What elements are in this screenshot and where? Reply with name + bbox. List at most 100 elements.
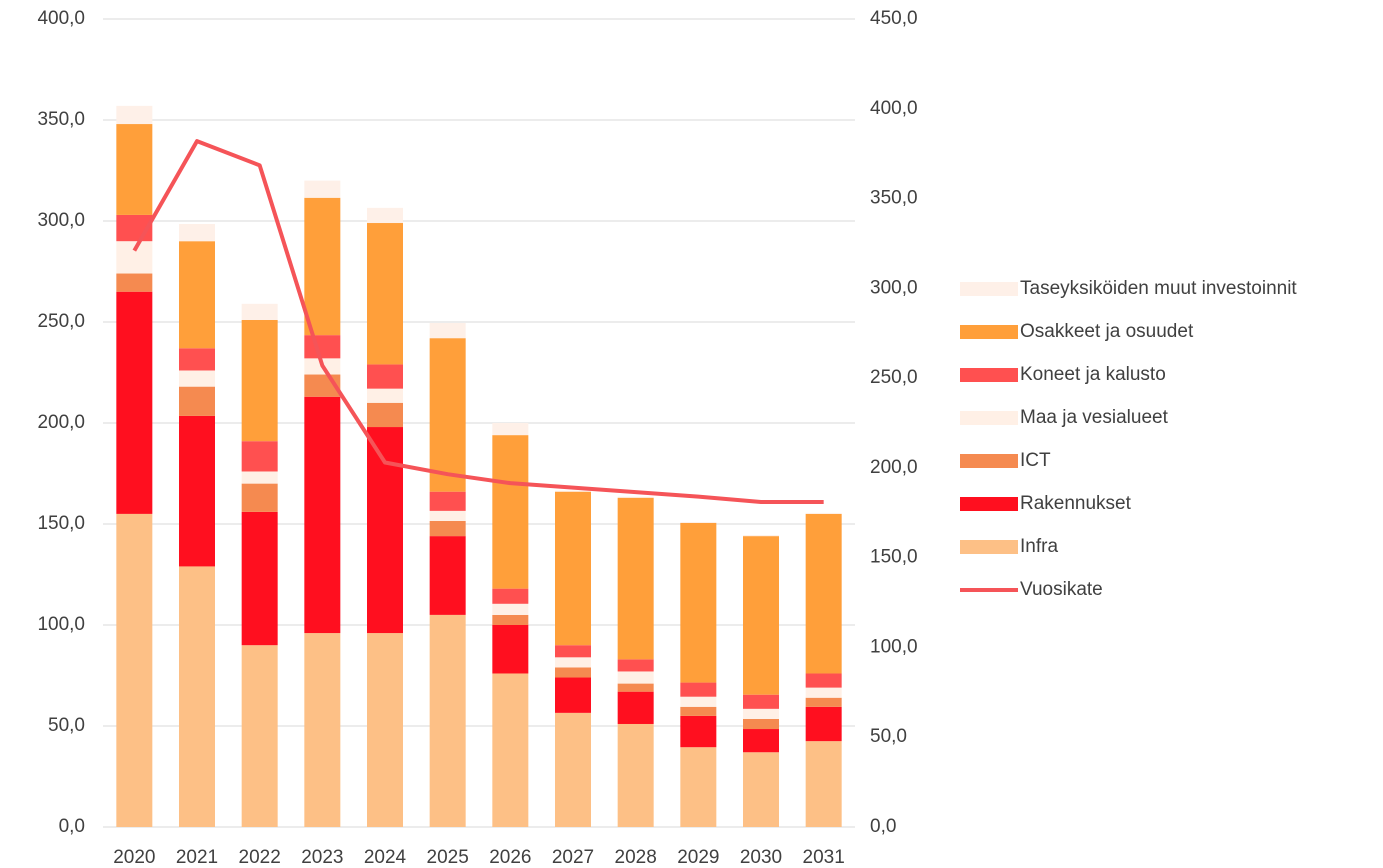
legend-label: Maa ja vesialueet: [1020, 407, 1169, 428]
y-tick-label: 50,0: [48, 715, 85, 736]
legend-swatch: [960, 368, 1018, 382]
bar-segment: [555, 657, 591, 668]
bar-segment: [429, 323, 466, 339]
bar-segment: [304, 396, 341, 634]
y2-tick-label: 100,0: [870, 636, 918, 657]
y2-tick-label: 250,0: [870, 367, 918, 388]
bar-segment: [116, 105, 153, 125]
bar-segment: [241, 303, 278, 320]
bar-segment: [241, 483, 278, 512]
bar-segment: [555, 712, 591, 827]
x-tick-label: 2030: [740, 847, 782, 868]
bar-segment: [304, 633, 341, 827]
bar-segment: [617, 671, 654, 684]
bar-segment: [805, 697, 842, 707]
legend-swatch: [960, 411, 1018, 425]
bar-segment: [429, 510, 466, 521]
bar-segment: [555, 667, 591, 678]
x-tick-label: 2028: [615, 847, 657, 868]
legend-swatch: [960, 454, 1018, 468]
legend-swatch: [960, 325, 1018, 339]
bar-segment: [617, 659, 654, 672]
legend-swatch: [960, 282, 1018, 296]
bar-segment: [492, 614, 529, 625]
legend-label: Infra: [1020, 536, 1058, 557]
bar-segment: [743, 708, 779, 719]
bar-segment: [367, 633, 403, 827]
bar-segment: [555, 677, 591, 713]
bar-segment: [116, 241, 153, 274]
bar-segment: [743, 718, 779, 730]
y-tick-label: 200,0: [37, 412, 85, 433]
bar-segment: [680, 522, 717, 683]
bar-segment: [743, 536, 779, 695]
bar-segment: [179, 370, 215, 387]
bar-segment: [116, 513, 153, 827]
bar-segment: [367, 427, 403, 634]
bar-segment: [492, 588, 529, 604]
legend-label: Koneet ja kalusto: [1020, 364, 1166, 385]
bar-segment: [680, 682, 717, 697]
x-tick-label: 2024: [364, 847, 407, 868]
bar-segment: [617, 723, 654, 827]
bar-segment: [367, 402, 403, 428]
x-tick-label: 2026: [489, 847, 531, 868]
bar-segment: [429, 614, 466, 827]
y-tick-label: 400,0: [37, 8, 85, 29]
x-tick-label: 2031: [803, 847, 845, 868]
legend-label: Vuosikate: [1020, 579, 1103, 600]
x-tick-label: 2021: [176, 847, 218, 868]
bar-segment: [241, 441, 278, 472]
bar-segment: [367, 388, 403, 403]
y-tick-label: 0,0: [59, 816, 85, 837]
bar-segment: [492, 673, 529, 827]
bar-segment: [116, 291, 153, 514]
x-tick-label: 2029: [677, 847, 719, 868]
bar-segment: [680, 521, 717, 523]
bar-segment: [179, 241, 215, 349]
legend-label: Osakkeet ja osuudet: [1020, 321, 1194, 342]
bar-segment: [555, 645, 591, 658]
line-series: [132, 139, 824, 505]
y-tick-label: 100,0: [37, 614, 85, 635]
bar-segment: [743, 535, 779, 537]
bar-segment: [805, 513, 842, 674]
bar-segment: [116, 124, 153, 215]
legend-label: Rakennukset: [1020, 493, 1132, 514]
bar-segment: [179, 348, 215, 371]
bar-segment: [304, 197, 341, 336]
bar-segment: [429, 491, 466, 511]
bar-segment: [492, 435, 529, 589]
y2-tick-label: 450,0: [870, 8, 918, 29]
bar-segment: [179, 566, 215, 827]
y2-tick-label: 300,0: [870, 277, 918, 298]
y2-tick-label: 0,0: [870, 816, 896, 837]
bar-segment: [743, 729, 779, 753]
bar-segment: [680, 696, 717, 707]
bar-segment: [429, 338, 466, 492]
bar-segment: [492, 625, 529, 674]
bar-segment: [304, 180, 341, 198]
y2-tick-label: 200,0: [870, 457, 918, 478]
bar-segment: [805, 741, 842, 827]
y2-tick-label: 350,0: [870, 188, 918, 209]
y2-tick-label: 50,0: [870, 726, 907, 747]
legend-swatch: [960, 540, 1018, 554]
bar-segment: [617, 496, 654, 498]
bar-segment: [179, 224, 215, 242]
bar-segment: [555, 490, 591, 492]
y-tick-label: 150,0: [37, 513, 85, 534]
bar-segment: [492, 603, 529, 615]
bar-segment: [805, 512, 842, 514]
bar-segment: [555, 491, 591, 646]
bar-segment: [680, 715, 717, 748]
y2-tick-label: 150,0: [870, 547, 918, 568]
x-tick-label: 2027: [552, 847, 594, 868]
bar-segment: [617, 497, 654, 660]
bar-segment: [429, 520, 466, 537]
bar-segment: [743, 694, 779, 709]
x-tick-label: 2022: [239, 847, 281, 868]
bar-segment: [680, 706, 717, 716]
legend-swatch: [960, 497, 1018, 511]
